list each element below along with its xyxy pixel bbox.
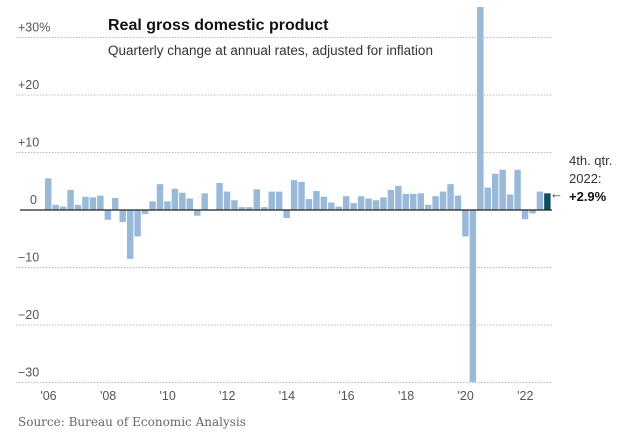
bar-2019-q1 <box>432 196 439 210</box>
bar-2013-q3 <box>268 191 275 210</box>
bar-2015-q3 <box>328 202 335 210</box>
bar-2016-q3 <box>357 196 365 210</box>
chart-title: Real gross domestic product <box>108 17 329 34</box>
bar-2008-q1 <box>104 210 112 220</box>
bar-2016-q2 <box>350 203 357 210</box>
bar-2011-q4 <box>216 182 223 210</box>
bar-2014-q1 <box>283 210 290 219</box>
y-tick-label: +20 <box>18 78 39 92</box>
bar-2006-q1 <box>45 178 52 210</box>
bar-2012-q4 <box>246 207 253 210</box>
bar-2006-q3 <box>59 206 67 210</box>
bar-2012-q2 <box>231 200 238 210</box>
bar-2009-q2 <box>141 210 149 215</box>
y-tick-label: +10 <box>18 136 39 150</box>
y-tick-label: −20 <box>18 308 39 322</box>
bar-2016-q4 <box>365 198 372 210</box>
bar-2020-q4 <box>484 187 491 210</box>
bar-2022-q1 <box>521 210 529 220</box>
bar-2017-q3 <box>387 189 395 210</box>
bar-2021-q2 <box>499 169 506 210</box>
bar-2015-q1 <box>313 191 320 210</box>
annotation-value: +2.9% <box>569 189 607 204</box>
bar-2010-q1 <box>164 201 171 210</box>
bar-2006-q2 <box>52 204 59 210</box>
bar-2013-q1 <box>253 189 261 210</box>
x-tick-label: '22 <box>517 389 533 403</box>
x-tick-label: '08 <box>100 389 116 403</box>
bar-2020-q2 <box>469 210 477 382</box>
bar-2013-q2 <box>261 207 268 210</box>
bar-2018-q1 <box>402 193 410 210</box>
chart-subtitle: Quarterly change at annual rates, adjust… <box>108 43 433 58</box>
bar-2013-q4 <box>275 191 283 210</box>
bar-2007-q4 <box>97 195 104 210</box>
x-tick-label: '20 <box>458 389 474 403</box>
bar-2009-q4 <box>156 184 164 210</box>
source-note: Source: Bureau of Economic Analysis <box>18 415 246 429</box>
bar-2017-q1 <box>372 200 380 210</box>
bar-2012-q3 <box>238 207 246 210</box>
annotation-line2: 2022: <box>569 171 602 186</box>
bar-2008-q4 <box>126 210 134 259</box>
bar-2010-q3 <box>179 192 186 210</box>
y-tick-label: −30 <box>18 366 39 380</box>
x-tick-label: '10 <box>160 389 176 403</box>
bar-2019-q3 <box>447 184 454 210</box>
bar-2016-q1 <box>343 196 350 210</box>
bar-2011-q2 <box>201 193 208 210</box>
bar-2008-q2 <box>112 197 119 210</box>
bar-2020-q1 <box>462 210 469 237</box>
y-tick-label: 0 <box>30 193 37 207</box>
y-tick-label: −10 <box>18 251 39 265</box>
bar-2022-q3 <box>536 191 544 210</box>
bar-2011-q1 <box>194 210 201 216</box>
bar-2015-q4 <box>335 206 342 210</box>
bar-2021-q1 <box>492 173 499 210</box>
bar-2010-q2 <box>171 188 179 210</box>
bar-2014-q4 <box>305 199 313 210</box>
x-tick-label: '16 <box>338 389 354 403</box>
x-tick-label: '14 <box>279 389 295 403</box>
bar-2010-q4 <box>186 198 193 210</box>
bar-2012-q1 <box>223 191 231 210</box>
x-tick-label: '18 <box>398 389 414 403</box>
bar-2019-q4 <box>454 195 462 210</box>
annotation-line1: 4th. qtr. <box>569 153 613 168</box>
bar-2006-q4 <box>67 189 74 210</box>
bar-2015-q2 <box>320 196 328 210</box>
bar-2007-q3 <box>89 197 97 210</box>
bar-2017-q4 <box>395 185 402 210</box>
y-tick-label: +30% <box>18 21 50 35</box>
annotation-arrow-icon: ← <box>550 186 563 201</box>
x-tick-label: '12 <box>219 389 235 403</box>
bar-2018-q3 <box>417 193 424 210</box>
bar-2017-q2 <box>380 197 387 210</box>
bar-2014-q3 <box>298 181 305 210</box>
bar-2018-q2 <box>410 193 417 210</box>
bar-2007-q1 <box>74 204 82 210</box>
bar-2020-q3 <box>477 7 484 211</box>
x-tick-label: '06 <box>40 389 56 403</box>
bar-2009-q1 <box>134 210 141 237</box>
bar-2014-q2 <box>290 180 298 210</box>
bar-2018-q4 <box>424 204 432 210</box>
bar-2022-q4 <box>544 193 551 210</box>
bar-2021-q4 <box>514 169 521 210</box>
latest-quarter-annotation: 4th. qtr. 2022: +2.9% <box>569 152 612 206</box>
bar-2019-q2 <box>439 191 447 210</box>
bar-2022-q2 <box>529 210 536 214</box>
bar-2007-q2 <box>82 196 89 210</box>
bar-2008-q3 <box>119 210 126 223</box>
bar-2009-q3 <box>149 201 156 210</box>
bar-2021-q3 <box>506 194 514 210</box>
